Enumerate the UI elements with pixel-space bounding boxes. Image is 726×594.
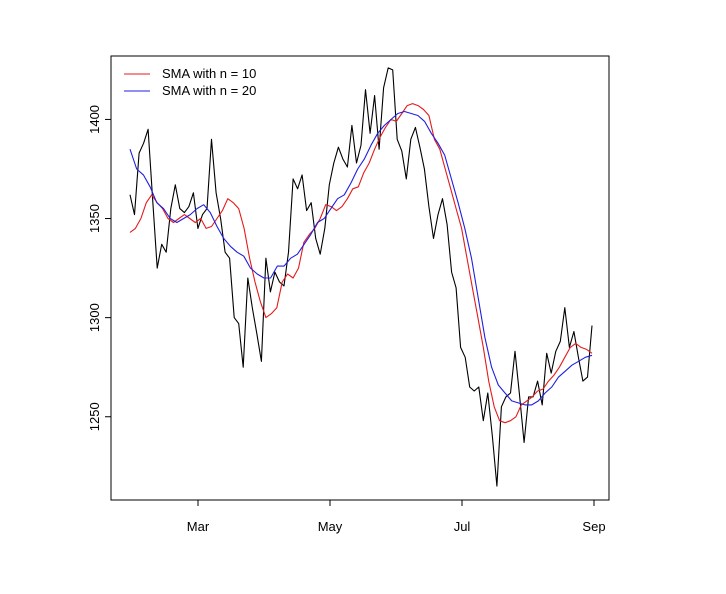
series-line-price: [129, 67, 593, 487]
legend-label-sma20: SMA with n = 20: [162, 83, 256, 98]
legend: SMA with n = 10 SMA with n = 20: [124, 66, 256, 98]
y-tick-label: 1250: [87, 402, 102, 431]
y-axis: 1250 1300 1350 1400: [87, 105, 112, 431]
x-axis: Mar May Jul Sep: [187, 499, 606, 534]
series-line-sma20: [129, 110, 593, 406]
y-tick-label: 1400: [87, 105, 102, 134]
plot-frame: [110, 55, 610, 501]
legend-label-sma10: SMA with n = 10: [162, 66, 256, 81]
x-tick-label: Sep: [582, 519, 605, 534]
series-layer: [129, 67, 593, 487]
y-tick-label: 1300: [87, 303, 102, 332]
x-tick-label: Jul: [454, 519, 471, 534]
y-tick-label: 1350: [87, 204, 102, 233]
x-tick-label: May: [318, 519, 343, 534]
x-tick-label: Mar: [187, 519, 210, 534]
series-line-sma10: [129, 103, 593, 424]
